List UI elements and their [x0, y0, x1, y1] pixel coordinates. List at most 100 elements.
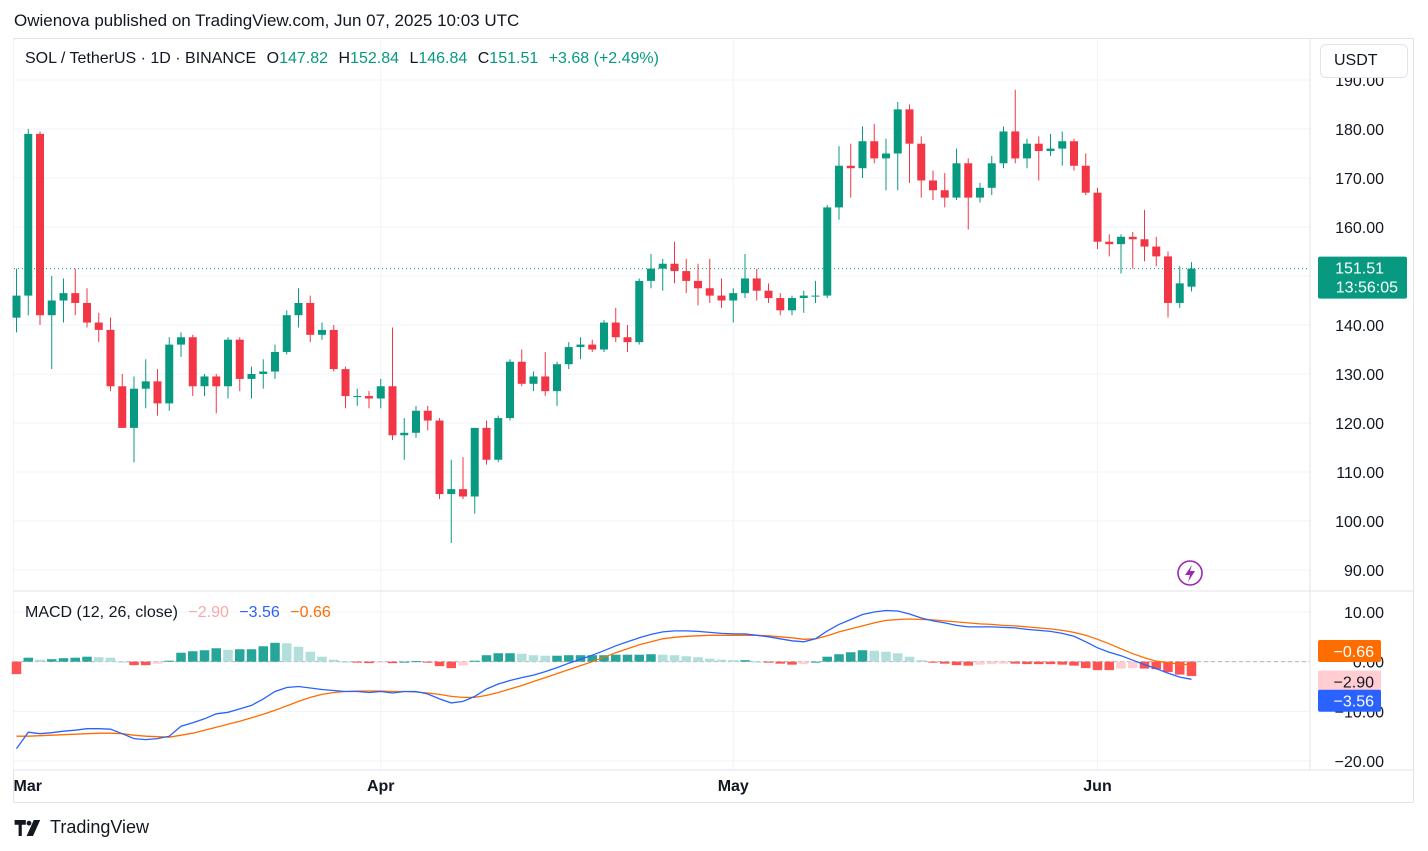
candle-body[interactable]: [482, 427, 491, 460]
candle-body[interactable]: [71, 293, 80, 303]
candle-body[interactable]: [94, 322, 103, 330]
candle-body[interactable]: [306, 302, 315, 335]
candle-body[interactable]: [353, 396, 362, 398]
candle-body[interactable]: [141, 381, 150, 389]
last-price-badge[interactable]: [1318, 256, 1407, 299]
candle-body[interactable]: [282, 315, 291, 352]
candle-body[interactable]: [459, 489, 467, 497]
candle-body[interactable]: [118, 386, 127, 428]
candle-body[interactable]: [600, 322, 608, 350]
candle-body[interactable]: [553, 364, 561, 392]
candle-body[interactable]: [1187, 268, 1196, 287]
macd-histogram-badge[interactable]: [1318, 670, 1381, 693]
candle-body[interactable]: [83, 302, 91, 323]
macd-line[interactable]: [15, 609, 1192, 749]
candle-body[interactable]: [729, 293, 738, 301]
candle-body[interactable]: [177, 337, 185, 345]
candle-body[interactable]: [1117, 236, 1125, 245]
macd-signal-line[interactable]: [16, 618, 1192, 738]
candle-body[interactable]: [130, 388, 138, 428]
candle-body[interactable]: [964, 163, 973, 198]
candle-body[interactable]: [235, 339, 244, 379]
candle-body[interactable]: [47, 300, 56, 316]
candle-body[interactable]: [788, 298, 796, 311]
candle-body[interactable]: [682, 271, 691, 281]
candle-body[interactable]: [517, 361, 526, 384]
candle-body[interactable]: [846, 165, 855, 169]
candle-body[interactable]: [623, 337, 632, 343]
lightning-event-icon[interactable]: [1177, 560, 1203, 586]
candle-body[interactable]: [541, 376, 550, 392]
candle-body[interactable]: [670, 263, 679, 272]
candle-body[interactable]: [341, 369, 350, 397]
macd-title[interactable]: MACD (12, 26, close): [25, 604, 178, 621]
candle-body[interactable]: [1128, 236, 1137, 240]
candle-body[interactable]: [318, 329, 326, 335]
candle-body[interactable]: [1152, 246, 1161, 257]
candle-body[interactable]: [1140, 239, 1149, 247]
candle-body[interactable]: [529, 376, 538, 384]
candle-body[interactable]: [412, 410, 420, 433]
candle-body[interactable]: [835, 165, 843, 208]
candle-body[interactable]: [59, 293, 68, 301]
candle-body[interactable]: [917, 143, 926, 181]
candle-body[interactable]: [929, 180, 937, 191]
candle-body[interactable]: [494, 418, 503, 460]
candle-body[interactable]: [1175, 283, 1184, 303]
candle-body[interactable]: [987, 163, 996, 188]
candle-body[interactable]: [106, 329, 115, 387]
candle-body[interactable]: [823, 207, 832, 296]
candle-body[interactable]: [694, 280, 702, 289]
candle-body[interactable]: [999, 131, 1008, 164]
candle-body[interactable]: [1034, 143, 1043, 152]
candle-body[interactable]: [717, 295, 726, 301]
candle-body[interactable]: [1081, 165, 1090, 193]
candle-body[interactable]: [576, 344, 585, 348]
candle-body[interactable]: [952, 163, 961, 198]
candle-body[interactable]: [976, 187, 984, 198]
candle-body[interactable]: [435, 420, 444, 495]
candle-body[interactable]: [764, 290, 773, 299]
candle-body[interactable]: [776, 298, 785, 311]
candle-body[interactable]: [200, 376, 209, 387]
candle-body[interactable]: [423, 410, 432, 421]
candle-body[interactable]: [506, 361, 514, 419]
footer-brand[interactable]: TradingView: [14, 817, 149, 838]
candle-body[interactable]: [376, 386, 385, 399]
symbol-title[interactable]: SOL / TetherUS · 1D · BINANCE: [25, 50, 257, 67]
candle-body[interactable]: [811, 295, 820, 297]
candle-body[interactable]: [294, 302, 303, 316]
candle-body[interactable]: [247, 374, 256, 379]
candle-body[interactable]: [1046, 148, 1055, 152]
candle-body[interactable]: [893, 109, 902, 154]
candle-body[interactable]: [329, 329, 338, 370]
candle-body[interactable]: [271, 351, 279, 372]
candle-body[interactable]: [588, 344, 597, 350]
candle-body[interactable]: [870, 141, 879, 159]
candle-body[interactable]: [1164, 256, 1172, 303]
candle-body[interactable]: [647, 268, 655, 281]
candle-body[interactable]: [224, 339, 232, 387]
candle-body[interactable]: [1011, 131, 1020, 159]
candle-body[interactable]: [635, 280, 644, 343]
candle-body[interactable]: [1093, 192, 1102, 242]
candle-body[interactable]: [658, 263, 667, 269]
candle-body[interactable]: [12, 295, 21, 318]
candle-body[interactable]: [905, 109, 914, 144]
candle-body[interactable]: [400, 432, 409, 436]
candle-body[interactable]: [365, 396, 373, 399]
candle-body[interactable]: [858, 141, 867, 169]
candle-body[interactable]: [153, 381, 162, 404]
candle-body[interactable]: [259, 371, 268, 374]
candle-body[interactable]: [24, 133, 33, 296]
candle-body[interactable]: [1105, 241, 1114, 245]
candle-body[interactable]: [447, 489, 456, 495]
candle-body[interactable]: [882, 153, 890, 159]
candle-body[interactable]: [940, 190, 949, 198]
candle-body[interactable]: [741, 278, 749, 294]
candle-body[interactable]: [799, 295, 808, 299]
candle-body[interactable]: [1023, 143, 1031, 159]
candle-body[interactable]: [470, 427, 479, 497]
candle-body[interactable]: [212, 376, 221, 387]
